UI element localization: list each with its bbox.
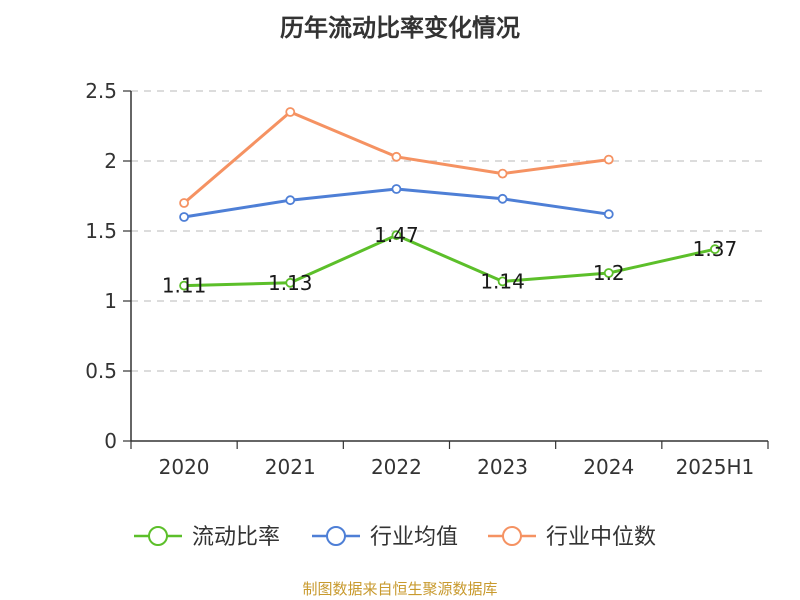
data-point: [285, 195, 296, 206]
legend-marker-icon: [326, 526, 346, 546]
source-note: 制图数据来自恒生聚源数据库: [302, 580, 498, 598]
data-point: [179, 198, 189, 208]
grid-lines: [131, 90, 768, 372]
data-point: [603, 209, 614, 220]
x-tick-label: 2022: [371, 455, 422, 479]
y-tick-label: 0: [104, 429, 117, 453]
x-tick-label: 2020: [159, 455, 210, 479]
data-point: [603, 268, 614, 278]
data-point: [391, 230, 402, 241]
chart-title: 历年流动比率变化情况: [280, 14, 520, 42]
data-point: [285, 277, 296, 288]
data-point: [179, 280, 189, 291]
legend-marker-icon: [502, 526, 522, 546]
y-tick-label: 1: [104, 289, 117, 313]
data-point: [285, 107, 296, 117]
series-line-0: [184, 233, 716, 288]
y-tick-label: 2: [104, 149, 117, 173]
y-tick-label: 1.5: [85, 219, 117, 243]
data-point: [391, 184, 402, 194]
data-label: 1.37: [693, 237, 738, 261]
data-point: [603, 154, 614, 165]
legend-label: 行业中位数: [546, 525, 656, 550]
data-label: 1.11: [162, 274, 207, 298]
x-tick-label: 2024: [583, 455, 634, 479]
y-tick-label: 0.5: [85, 359, 117, 383]
data-point: [710, 244, 720, 255]
data-label: 1.13: [268, 271, 313, 295]
x-tick-label: 2025H1: [676, 455, 755, 479]
data-point: [179, 212, 189, 222]
data-label: 1.47: [374, 223, 419, 247]
x-tick-label: 2023: [477, 455, 528, 479]
series-lines: [179, 107, 720, 291]
data-point: [391, 151, 402, 162]
legend: 流动比率 行业均值 行业中位数: [134, 525, 656, 550]
axes: 0 0.5 1 1.5 2 2.5 2020 2021 2022 2023 2024 2025H1: [85, 79, 769, 479]
legend-marker-icon: [148, 526, 168, 546]
data-label: 1.2: [593, 261, 625, 285]
data-labels: 1.11 1.13 1.47 1.14 1.2 1.37: [162, 223, 737, 297]
data-point: [497, 168, 508, 179]
data-label: 1.14: [480, 269, 525, 293]
y-tick-label: 2.5: [85, 79, 117, 103]
legend-label: 流动比率: [192, 525, 280, 550]
data-point: [497, 276, 508, 287]
legend-label: 行业均值: [370, 525, 458, 550]
x-tick-label: 2021: [265, 455, 316, 479]
data-point: [497, 193, 508, 204]
